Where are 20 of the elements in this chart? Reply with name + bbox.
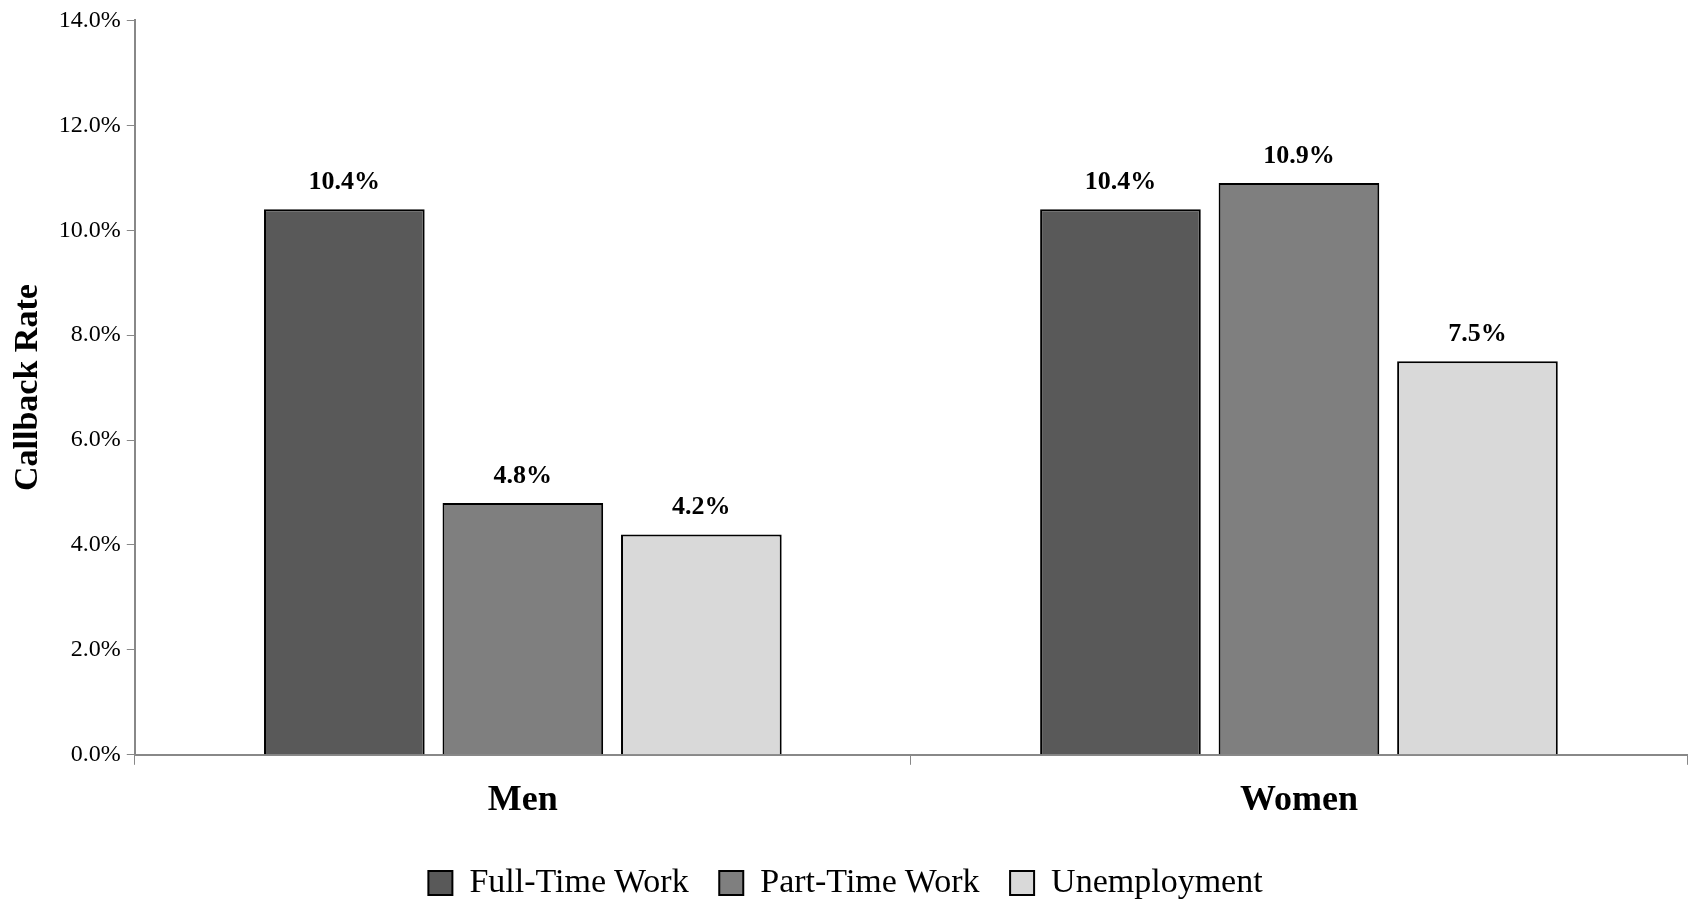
data-label: 10.4% [308, 165, 381, 195]
y-tick-label: 10.0% [58, 215, 121, 242]
legend-label: Full-Time Work [469, 861, 689, 899]
data-label: 10.4% [1084, 165, 1157, 195]
y-tick-label: 14.0% [58, 5, 121, 32]
y-tick-label: 2.0% [70, 635, 121, 662]
legend-label: Part-Time Work [760, 861, 980, 899]
data-label: 7.5% [1448, 318, 1507, 348]
y-tick-label: 8.0% [70, 320, 121, 347]
data-label: 4.2% [672, 491, 731, 521]
y-tick-label: 6.0% [70, 425, 121, 452]
y-tick-label: 0.0% [70, 740, 121, 767]
y-tick-label: 12.0% [58, 110, 121, 137]
legend-label: Unemployment [1051, 861, 1264, 899]
x-tick-label: Men [487, 777, 558, 818]
data-label: 10.9% [1263, 139, 1335, 169]
data-label: 4.8% [493, 459, 553, 489]
y-axis-title: Callback Rate [7, 284, 45, 492]
y-tick-label: 4.0% [70, 530, 121, 557]
x-tick-label: Women [1239, 777, 1358, 818]
